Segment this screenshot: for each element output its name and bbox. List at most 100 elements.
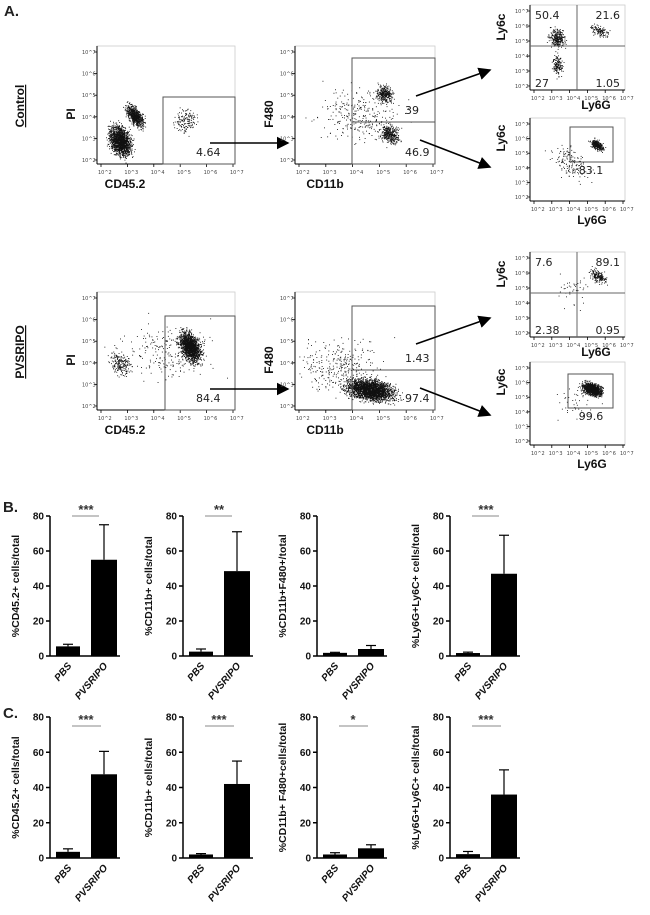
event-dot [595, 142, 596, 144]
event-dot [115, 128, 117, 130]
x-tick-label: 10^6 [602, 96, 616, 102]
event-dot [121, 128, 122, 130]
event-dot [115, 135, 117, 137]
event-dot [131, 116, 132, 118]
event-dot [126, 144, 128, 145]
event-dot [395, 138, 396, 140]
event-dot [186, 119, 188, 120]
y-tick-label: 10^3 [515, 69, 529, 75]
event-dot [142, 128, 144, 130]
event-dot [126, 132, 128, 134]
event-dot [558, 73, 560, 75]
event-dot [184, 118, 186, 120]
event-dot [189, 125, 191, 127]
event-dot [374, 115, 376, 116]
event-dot [187, 120, 189, 122]
event-dot [384, 91, 386, 93]
event-dot [591, 27, 593, 29]
event-dot [191, 356, 193, 358]
event-dot [557, 41, 559, 43]
event-dot [571, 165, 573, 167]
event-dot [365, 110, 367, 112]
event-dot [558, 39, 560, 41]
event-dot [385, 136, 387, 138]
event-dot [555, 34, 557, 36]
event-dot [130, 141, 132, 143]
event-dot [182, 120, 184, 122]
event-dot [550, 27, 551, 28]
event-dot [380, 128, 382, 130]
event-dot [121, 142, 123, 144]
event-dot [387, 132, 389, 134]
event-dot [385, 129, 387, 131]
event-dot [553, 69, 555, 71]
event-dot [140, 125, 142, 127]
event-dot [202, 354, 204, 355]
event-dot [553, 59, 555, 60]
event-dot [358, 105, 360, 107]
event-dot [364, 138, 366, 139]
event-dot [128, 106, 130, 108]
event-dot [118, 129, 120, 131]
y-tick-label: 10^2 [82, 404, 96, 410]
event-dot [117, 128, 119, 130]
event-dot [367, 108, 369, 110]
event-dot [114, 150, 116, 152]
event-dot [114, 143, 116, 145]
event-dot [381, 121, 383, 122]
event-dot [111, 127, 113, 129]
event-dot [392, 93, 394, 95]
event-dot [594, 29, 595, 31]
event-dot [134, 117, 136, 118]
event-dot [353, 106, 355, 108]
event-dot [125, 145, 126, 147]
event-dot [139, 114, 141, 116]
event-dot [191, 115, 193, 117]
event-dot [599, 30, 601, 32]
event-dot [113, 128, 114, 130]
event-dot [113, 132, 115, 134]
event-dot [126, 158, 127, 159]
event-dot [391, 108, 393, 110]
event-dot [385, 131, 387, 133]
event-dot [119, 150, 120, 151]
event-dot [193, 339, 195, 341]
event-dot [556, 38, 558, 40]
event-dot [116, 127, 118, 129]
event-dot [188, 362, 190, 364]
event-dot [583, 172, 585, 174]
event-dot [593, 30, 594, 32]
gate-upper-percent: 39 [405, 104, 419, 117]
event-dot [380, 122, 382, 124]
event-dot [138, 115, 140, 117]
event-dot [122, 132, 123, 134]
event-dot [128, 144, 130, 146]
event-dot [390, 118, 392, 120]
event-dot [364, 109, 365, 111]
event-dot [113, 132, 114, 134]
event-dot [119, 146, 121, 148]
event-dot [188, 359, 190, 360]
event-dot [137, 122, 139, 124]
event-dot [183, 125, 184, 127]
event-dot [188, 123, 190, 125]
event-dot [555, 38, 557, 40]
event-dot [127, 115, 129, 117]
event-dot [594, 32, 596, 34]
event-dot [184, 363, 186, 365]
event-dot [400, 141, 402, 143]
event-dot [354, 128, 356, 130]
event-dot [381, 98, 383, 100]
event-dot [383, 136, 385, 137]
event-dot [555, 51, 557, 53]
event-dot [377, 90, 379, 92]
event-dot [113, 140, 115, 142]
event-dot [556, 57, 558, 59]
event-dot [372, 115, 374, 117]
event-dot [558, 61, 560, 63]
event-dot [596, 146, 597, 148]
event-dot [385, 132, 387, 134]
event-dot [195, 353, 197, 355]
quadrant-ll: 27 [535, 77, 549, 90]
event-dot [385, 93, 386, 95]
